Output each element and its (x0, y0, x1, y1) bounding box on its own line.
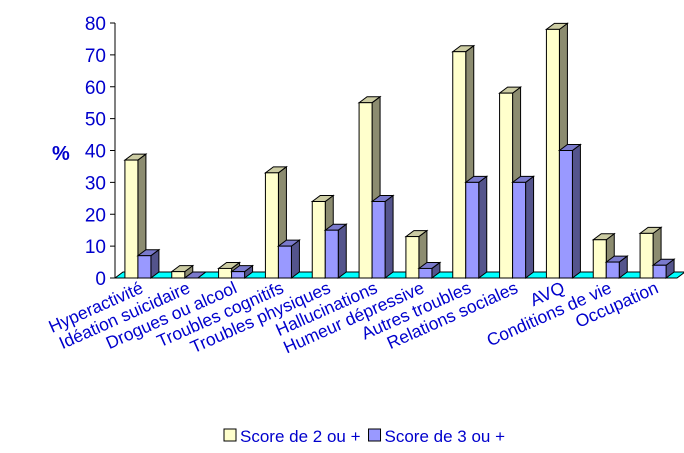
bar-series2 (511, 175, 536, 279)
bar-series2 (323, 223, 348, 279)
y-tick-label: 60 (85, 78, 106, 99)
bar-series2 (370, 194, 395, 279)
bar-series2 (230, 264, 255, 279)
bar-series1 (123, 153, 148, 279)
bar-series2 (464, 175, 489, 279)
y-tick-label: 50 (85, 110, 106, 131)
legend-swatch (223, 428, 237, 442)
y-tick-label: 80 (85, 14, 106, 35)
y-tick-label: 70 (85, 46, 106, 67)
legend-label: Score de 3 ou + (385, 427, 506, 446)
y-axis-label: % (52, 143, 70, 165)
bar-series2 (604, 255, 629, 279)
bar-series2 (651, 258, 676, 279)
legend-swatch (368, 428, 382, 442)
y-axis: 0 10 20 30 40 50 60 70 80 (85, 14, 116, 290)
bar-series2 (183, 271, 208, 279)
y-tick-label: 40 (85, 142, 106, 163)
y-tick-label: 30 (85, 173, 106, 194)
bar-series1 (170, 264, 195, 279)
y-tick-label: 20 (85, 205, 106, 226)
y-tick-label: 10 (85, 237, 106, 258)
legend: Score de 2 ou + Score de 3 ou + (223, 427, 506, 446)
bar-series2 (136, 248, 161, 279)
legend-label: Score de 2 ou + (240, 427, 361, 446)
floor-plane (113, 271, 684, 279)
bar-series2 (276, 239, 301, 279)
y-tick-label: 0 (95, 269, 106, 290)
bar-series2 (417, 261, 442, 279)
bar-series2 (557, 143, 582, 279)
chart-floor (113, 271, 684, 279)
bars (123, 22, 676, 279)
